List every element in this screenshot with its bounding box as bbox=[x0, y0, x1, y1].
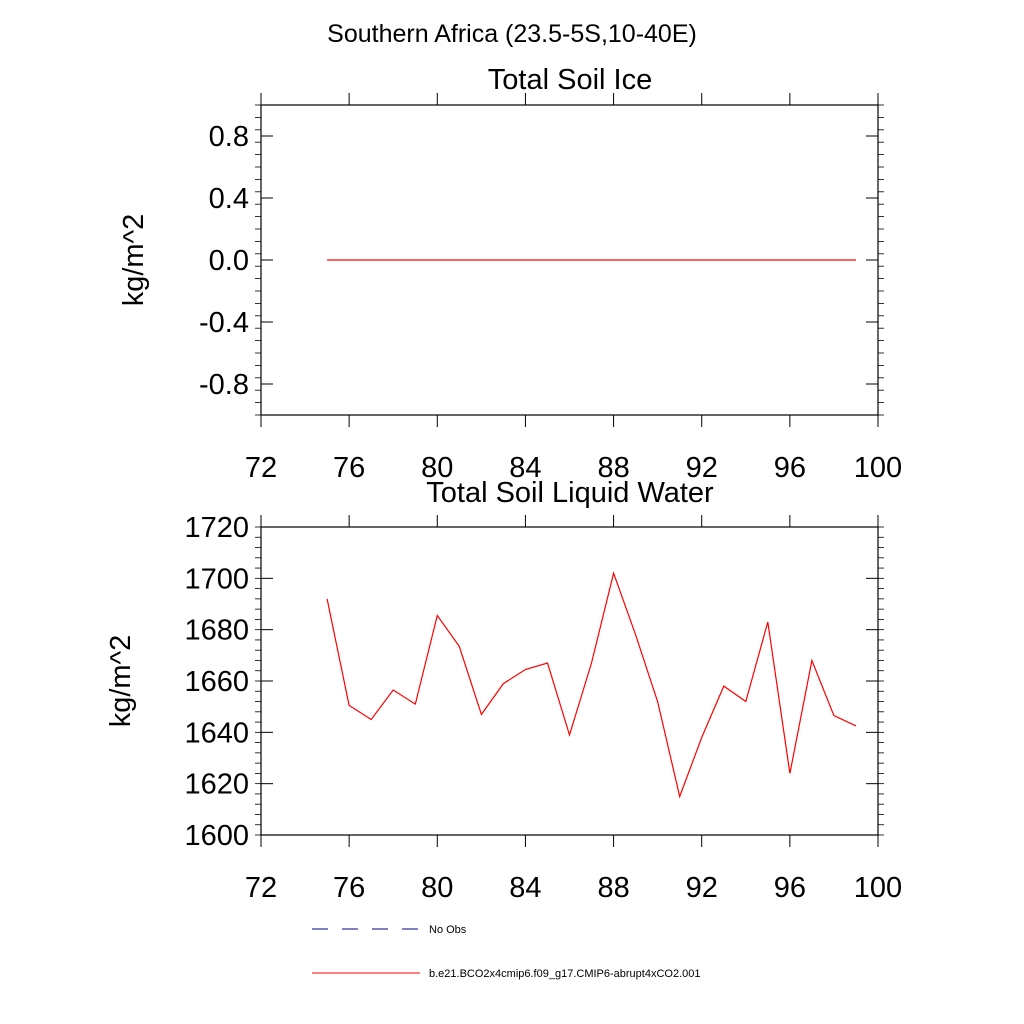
x-tick-label: 76 bbox=[333, 452, 365, 484]
page-title: Southern Africa (23.5-5S,10-40E) bbox=[327, 20, 697, 48]
y-axis-label: kg/m^2 bbox=[118, 214, 150, 307]
y-tick-label: 1700 bbox=[184, 563, 249, 595]
y-tick-label: 1620 bbox=[184, 769, 249, 801]
x-tick-label: 92 bbox=[686, 872, 718, 904]
x-axis-ticks: 72 76 80 84 88 92 96 100 bbox=[245, 93, 902, 484]
y-axis-ticks: 1600 1620 1640 1660 1680 1700 1720 bbox=[184, 512, 884, 852]
legend-label-no-obs: No Obs bbox=[429, 924, 467, 936]
x-tick-label: 96 bbox=[774, 872, 806, 904]
x-tick-label: 100 bbox=[854, 452, 902, 484]
x-tick-label: 80 bbox=[421, 872, 453, 904]
x-tick-label: 72 bbox=[245, 452, 277, 484]
y-axis-label: kg/m^2 bbox=[105, 635, 137, 728]
y-tick-label: -0.4 bbox=[199, 307, 249, 339]
panel-total-soil-liquid-water: Total Soil Liquid Water 1600 1620 1640 1660… bbox=[105, 477, 902, 904]
chart-title: Total Soil Liquid Water bbox=[426, 477, 714, 509]
x-tick-label: 80 bbox=[421, 452, 453, 484]
chart-title: Total Soil Ice bbox=[488, 64, 652, 96]
series-lines bbox=[326, 571, 857, 799]
y-tick-label: 0.0 bbox=[209, 245, 249, 277]
y-axis-ticks: -0.8 -0.4 0.0 0.4 0.8 bbox=[199, 104, 884, 416]
plot-frame bbox=[260, 526, 879, 836]
x-tick-label: 88 bbox=[597, 872, 629, 904]
x-axis-ticks: 72 76 80 84 88 92 96 100 bbox=[245, 515, 902, 904]
legend-label-model: b.e21.BCO2x4cmip6.f09_g17.CMIP6-abrupt4x… bbox=[429, 968, 701, 980]
y-tick-label: 0.4 bbox=[209, 183, 249, 215]
series-line bbox=[326, 571, 857, 799]
x-tick-label: 96 bbox=[774, 452, 806, 484]
y-tick-label: 1680 bbox=[184, 615, 249, 647]
x-tick-label: 72 bbox=[245, 872, 277, 904]
x-tick-label: 88 bbox=[597, 452, 629, 484]
x-tick-label: 84 bbox=[509, 452, 541, 484]
y-tick-label: -0.8 bbox=[199, 369, 249, 401]
y-tick-label: 1600 bbox=[184, 820, 249, 852]
x-tick-label: 76 bbox=[333, 872, 365, 904]
x-tick-label: 92 bbox=[686, 452, 718, 484]
y-tick-label: 1640 bbox=[184, 717, 249, 749]
legend: No Obs b.e21.BCO2x4cmip6.f09_g17.CMIP6-a… bbox=[312, 924, 701, 980]
y-tick-label: 1720 bbox=[184, 512, 249, 544]
y-tick-label: 0.8 bbox=[209, 121, 249, 153]
x-tick-label: 84 bbox=[509, 872, 541, 904]
y-tick-label: 1660 bbox=[184, 666, 249, 698]
panel-total-soil-ice: Total Soil Ice -0.8 -0.4 0.0 0.4 0.8 72 76 80 8… bbox=[118, 64, 902, 484]
x-tick-label: 100 bbox=[854, 872, 902, 904]
